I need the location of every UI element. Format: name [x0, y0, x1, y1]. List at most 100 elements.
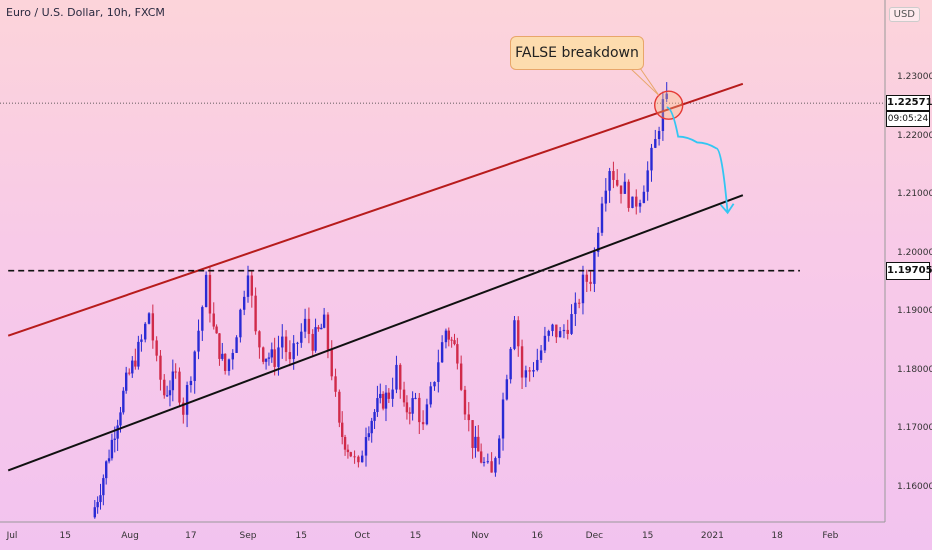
candle-body [360, 455, 364, 463]
candle-body [581, 274, 585, 304]
candle-body [596, 232, 600, 252]
candle-body [425, 404, 429, 425]
projection-arrowhead [719, 203, 735, 215]
candle-body [314, 327, 317, 351]
candle-body [623, 181, 627, 194]
candle-body [608, 171, 611, 191]
candle-body [433, 381, 436, 387]
candle-body [379, 393, 382, 399]
candle-body [453, 340, 456, 345]
candle-body [505, 379, 509, 400]
candle-body [250, 275, 254, 296]
note-pointer-2 [639, 67, 660, 96]
candle-body [93, 507, 96, 518]
candle-body [635, 196, 638, 207]
candle-body [665, 93, 668, 100]
time-tick-label: Feb [822, 531, 839, 541]
horizontal-level-tag: 1.19705 [886, 261, 932, 280]
price-tick-label: 1.17000 [897, 423, 932, 434]
candle-body [96, 502, 99, 508]
candle-body [384, 392, 388, 409]
candle-body [264, 358, 268, 362]
candle-body [447, 330, 450, 340]
time-tick-label: 2021 [700, 531, 724, 541]
candle-body [273, 349, 276, 367]
candle-body [574, 302, 577, 315]
candle-body [463, 389, 467, 415]
candle-body [119, 412, 122, 426]
candle-body [513, 320, 516, 349]
candle-body [494, 458, 497, 473]
candle-body [418, 397, 421, 423]
candle-body [346, 449, 350, 453]
candle-body [235, 337, 238, 353]
bar-countdown-tag: 09:05:24 [886, 111, 930, 128]
candle-body [654, 139, 657, 148]
candle-body [627, 181, 630, 208]
candle-body [296, 342, 299, 344]
candle-body [381, 393, 385, 409]
candle-body [212, 313, 215, 327]
candle-body [646, 170, 649, 192]
time-tick-label: Nov [471, 531, 489, 541]
candle-body [650, 147, 653, 171]
candle-body [450, 339, 453, 341]
candle-body [638, 202, 642, 207]
candle-body [140, 339, 143, 342]
candle-body [444, 330, 448, 343]
candle-body [405, 402, 409, 413]
candle-body [303, 318, 307, 332]
price-tick-label: 1.18000 [897, 364, 932, 375]
candle-body [151, 313, 155, 341]
candle-body [408, 412, 411, 414]
candle-body [262, 347, 265, 362]
candle-body [364, 437, 368, 456]
candle-body [589, 281, 592, 284]
candle-body [165, 395, 169, 397]
candle-body [147, 313, 151, 324]
time-tick-label: Oct [354, 531, 370, 541]
candle-body [131, 360, 134, 374]
candle-body [270, 349, 273, 358]
upper-trendline [7, 82, 744, 337]
candle-body [281, 336, 284, 348]
candle-body [543, 335, 547, 351]
candle-body [456, 344, 459, 364]
candle-body [334, 376, 337, 392]
candle-body [570, 314, 573, 334]
time-tick-label: 18 [771, 531, 783, 541]
time-tick-label: 15 [59, 531, 72, 541]
time-tick-label: 15 [409, 531, 422, 541]
candle-body [376, 398, 379, 413]
candle-body [182, 402, 185, 415]
candle-body [536, 359, 539, 371]
candle-body [429, 386, 432, 405]
candle-body [467, 414, 470, 421]
candle-body [197, 330, 200, 352]
price-tick-label: 1.20000 [897, 247, 932, 258]
candle-body [215, 326, 218, 334]
candle-body [254, 295, 257, 332]
candle-body [619, 185, 623, 194]
candle-body [155, 340, 158, 356]
time-tick-label: 15 [641, 531, 654, 541]
candle-body [474, 436, 477, 448]
trendlines-group [7, 82, 800, 472]
candle-body [490, 461, 493, 473]
candle-body [539, 350, 543, 360]
candle-body [218, 333, 221, 359]
candle-body [193, 351, 196, 381]
candle-body [555, 324, 558, 338]
candle-body [223, 353, 227, 371]
candle-body [99, 495, 102, 503]
price-tick-label: 1.21000 [897, 189, 932, 200]
candle-body [604, 190, 608, 204]
candle-body [373, 412, 376, 421]
candle-body [367, 433, 371, 438]
candle-body [437, 362, 440, 382]
candle-body [277, 347, 280, 367]
breakdown-highlight-circle [654, 90, 684, 120]
candle-body [395, 364, 398, 390]
currency-button[interactable]: USD [888, 7, 920, 22]
